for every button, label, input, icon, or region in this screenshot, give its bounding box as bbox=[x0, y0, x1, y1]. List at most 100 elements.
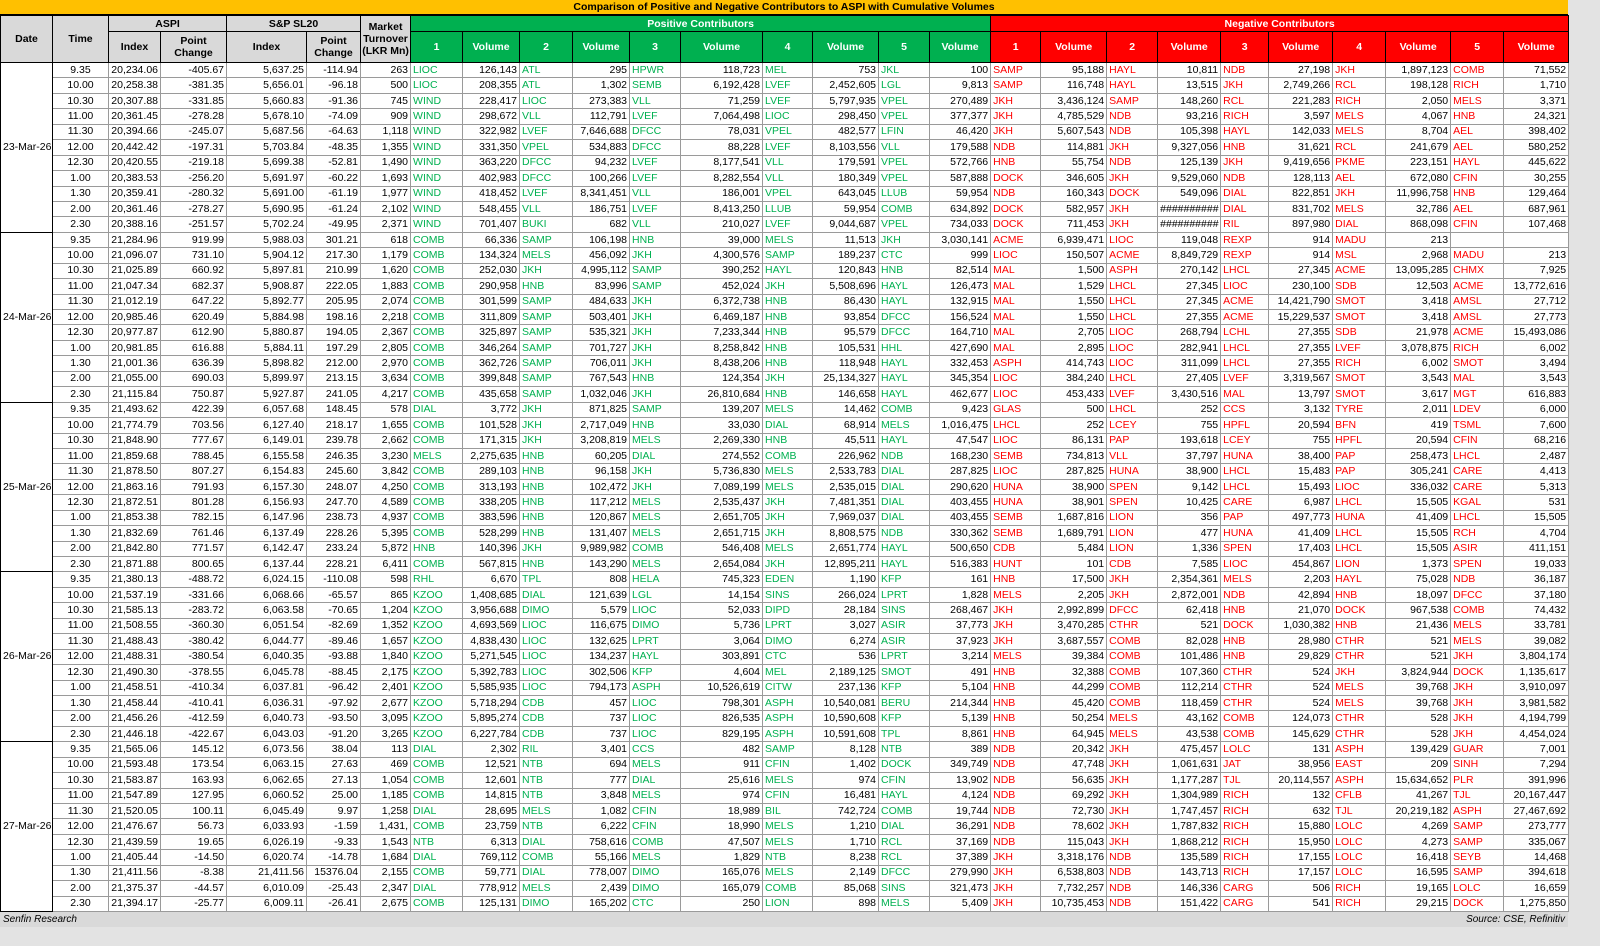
positive-volume-5: 500,650 bbox=[929, 540, 992, 558]
negative-ticker-4: MELS bbox=[1332, 123, 1387, 141]
positive-ticker-3: JKH bbox=[629, 355, 682, 372]
time: 12.30 bbox=[52, 324, 109, 341]
positive-volume-3: 165,076 bbox=[680, 864, 764, 882]
positive-ticker-3: LPRT bbox=[629, 633, 682, 650]
negative-ticker-1: JKH bbox=[990, 895, 1042, 913]
positive-volume-5: 270,489 bbox=[929, 92, 992, 110]
negative-volume-3: 38,956 bbox=[1268, 756, 1334, 774]
positive-ticker-1: COMB bbox=[410, 432, 464, 449]
positive-ticker-4: MELS bbox=[762, 478, 814, 496]
negative-volume-4: 305,241 bbox=[1385, 463, 1452, 480]
positive-ticker-3: HNB bbox=[629, 370, 682, 388]
positive-ticker-5: VPEL bbox=[878, 170, 931, 187]
negative-ticker-2: NDB bbox=[1106, 108, 1159, 125]
positive-ticker-3: DIAL bbox=[629, 447, 682, 465]
positive-volume-5: 587,888 bbox=[929, 170, 992, 187]
positive-volume-2: 186,751 bbox=[572, 200, 631, 218]
market-turnover: 263 bbox=[360, 61, 412, 79]
negative-ticker-4: LVEF bbox=[1332, 339, 1387, 357]
negative-volume-4: 21,978 bbox=[1385, 324, 1452, 341]
negative-volume-4: 21,436 bbox=[1385, 617, 1452, 635]
table-row: 12.30 20,977.87 612.90 5,880.87 194.05 2,367 C… bbox=[1, 324, 1570, 341]
time: 10.30 bbox=[52, 262, 109, 280]
positive-volume-5: 345,354 bbox=[929, 370, 992, 388]
negative-ticker-4: SMOT bbox=[1332, 308, 1387, 326]
positive-volume-3: 2,535,437 bbox=[680, 494, 764, 511]
positive-ticker-3: VLL bbox=[629, 185, 682, 202]
aspi-index: 21,115.84 bbox=[108, 386, 161, 403]
positive-ticker-4: MELS bbox=[762, 401, 814, 419]
market-turnover: 1,655 bbox=[360, 417, 412, 434]
positive-ticker-1: MELS bbox=[410, 447, 464, 465]
negative-volume-5: 15,505 bbox=[1503, 509, 1570, 527]
positive-volume-3: 546,408 bbox=[680, 540, 764, 558]
positive-ticker-4: SAMP bbox=[762, 741, 814, 758]
positive-volume-1: 4,693,569 bbox=[462, 617, 521, 635]
negative-volume-2: 101,486 bbox=[1157, 648, 1222, 666]
positive-ticker-5: LGL bbox=[878, 77, 931, 94]
positive-volume-5: 634,892 bbox=[929, 200, 992, 218]
negative-volume-2: 755 bbox=[1157, 417, 1222, 434]
positive-volume-3: 10,526,619 bbox=[680, 679, 764, 696]
table-row: 2.30 21,115.84 750.87 5,927.87 241.05 4,217 CO… bbox=[1, 386, 1570, 403]
sl20-point-change: -97.92 bbox=[306, 694, 362, 712]
date-cell: 24-Mar-26 bbox=[0, 231, 53, 403]
aspi-point-change: -14.50 bbox=[159, 849, 228, 866]
aspi-point-change: -412.59 bbox=[159, 710, 228, 727]
sl20-index: 6,149.01 bbox=[226, 432, 308, 449]
negative-volume-3: 124,073 bbox=[1268, 710, 1334, 727]
positive-ticker-4: JKH bbox=[762, 370, 814, 388]
table-row: 1.00 21,405.44 -14.50 6,020.74 -14.78 1,684 DI… bbox=[1, 849, 1570, 866]
sl20-index: 5,656.01 bbox=[226, 77, 308, 94]
positive-volume-1: 325,897 bbox=[462, 324, 521, 341]
positive-volume-4: 25,134,327 bbox=[812, 370, 880, 388]
negative-ticker-3: CTHR bbox=[1220, 679, 1270, 696]
positive-volume-3: 47,507 bbox=[680, 833, 764, 851]
negative-ticker-1: JKH bbox=[990, 92, 1042, 110]
time: 1.30 bbox=[52, 864, 109, 882]
aspi-index: 20,985.46 bbox=[108, 308, 161, 326]
negative-volume-3: 15,229,537 bbox=[1268, 308, 1334, 326]
aspi-point-change: 636.39 bbox=[159, 355, 228, 372]
positive-volume-1: 5,585,935 bbox=[462, 679, 521, 696]
negative-volume-1: 6,538,803 bbox=[1040, 864, 1108, 882]
table-row: 12.00 21,863.16 791.93 6,157.30 248.07 4,250 C… bbox=[1, 478, 1570, 496]
negative-volume-5: 107,468 bbox=[1503, 216, 1570, 233]
negative-volume-3: 831,702 bbox=[1268, 200, 1334, 218]
table-row: 26-Mar-26 9.35 21,380.13 -488.72 6,024.15 -11… bbox=[0, 571, 1570, 743]
negative-volume-4: 241,679 bbox=[1385, 139, 1452, 156]
negative-volume-2: 146,336 bbox=[1157, 880, 1222, 897]
positive-volume-1: 6,670 bbox=[462, 571, 521, 588]
negative-ticker-2: JKH bbox=[1106, 787, 1159, 805]
positive-volume-3: 2,651,715 bbox=[680, 525, 764, 542]
time: 11.30 bbox=[52, 463, 109, 480]
negative-volume-1: 150,507 bbox=[1040, 247, 1108, 264]
negative-volume-3: 506 bbox=[1268, 880, 1334, 897]
positive-volume-3: 4,604 bbox=[680, 664, 764, 681]
sl20-index: 6,154.83 bbox=[226, 463, 308, 480]
market-turnover: 745 bbox=[360, 92, 412, 110]
positive-ticker-2: MELS bbox=[519, 247, 574, 264]
positive-ticker-2: CDB bbox=[519, 694, 574, 712]
positive-volume-2: 165,202 bbox=[572, 895, 631, 913]
negative-ticker-2: JKH bbox=[1106, 571, 1159, 588]
negative-ticker-5: LHCL bbox=[1450, 509, 1505, 527]
negative-volume-5: 16,659 bbox=[1503, 880, 1570, 897]
aspi-index: 20,383.53 bbox=[108, 170, 161, 187]
sl20-index: 5,927.87 bbox=[226, 386, 308, 403]
aspi-index: 21,593.48 bbox=[108, 756, 161, 774]
aspi-point-change: 731.10 bbox=[159, 247, 228, 264]
positive-volume-2: 682 bbox=[572, 216, 631, 233]
positive-ticker-4: MEL bbox=[762, 664, 814, 681]
negative-volume-5: 4,704 bbox=[1503, 525, 1570, 542]
negative-ticker-2: NDB bbox=[1106, 864, 1159, 882]
aspi-index: 21,458.44 bbox=[108, 694, 161, 712]
positive-volume-2: 794,173 bbox=[572, 679, 631, 696]
aspi-index: 21,878.50 bbox=[108, 463, 161, 480]
positive-volume-5: 126,473 bbox=[929, 278, 992, 295]
sl20-point-change: -65.57 bbox=[306, 586, 362, 604]
positive-volume-4: 179,591 bbox=[812, 154, 880, 172]
positive-ticker-1: COMB bbox=[410, 370, 464, 388]
aspi-index: 21,848.90 bbox=[108, 432, 161, 449]
market-turnover: 4,217 bbox=[360, 386, 412, 403]
